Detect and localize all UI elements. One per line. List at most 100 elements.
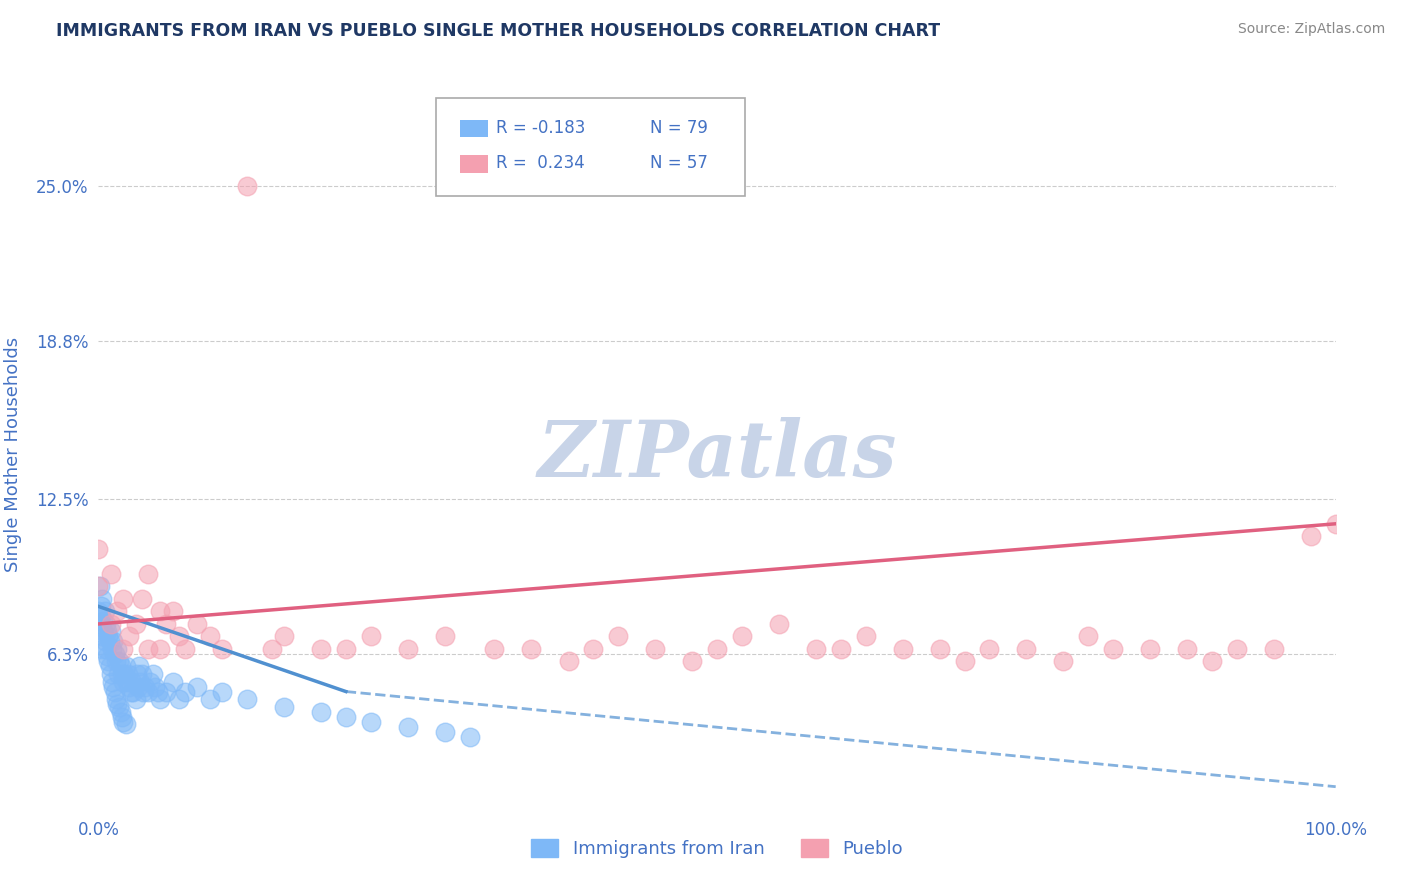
Point — [128, 659, 150, 673]
Point — [149, 692, 172, 706]
Point — [260, 642, 283, 657]
Point — [91, 630, 114, 644]
Point — [101, 642, 124, 657]
Point — [105, 604, 128, 618]
Point — [103, 647, 125, 661]
Point — [155, 684, 177, 698]
Point — [1077, 630, 1099, 644]
Point — [122, 684, 145, 698]
Point — [557, 655, 579, 669]
Point — [162, 604, 184, 618]
Point — [309, 642, 332, 657]
Point — [104, 692, 127, 706]
Point — [360, 630, 382, 644]
Point — [136, 642, 159, 657]
Point — [167, 630, 190, 644]
Point — [125, 667, 148, 681]
Point — [236, 692, 259, 706]
Point — [100, 624, 122, 639]
Point — [1175, 642, 1198, 657]
Point — [100, 616, 122, 631]
Point — [928, 642, 950, 657]
Point — [1226, 642, 1249, 657]
Point — [186, 680, 208, 694]
Point — [167, 692, 190, 706]
Point — [143, 680, 166, 694]
Point — [198, 692, 221, 706]
Point — [607, 630, 630, 644]
Point — [136, 684, 159, 698]
Point — [96, 624, 118, 639]
Point — [98, 634, 121, 648]
Point — [121, 674, 143, 689]
Point — [124, 616, 146, 631]
Point — [104, 655, 127, 669]
Point — [87, 579, 110, 593]
Point — [91, 591, 114, 606]
Point — [174, 684, 197, 698]
Text: ZIPatlas: ZIPatlas — [537, 417, 897, 493]
Point — [768, 616, 790, 631]
Point — [98, 659, 121, 673]
Point — [111, 709, 134, 723]
Point — [105, 642, 128, 657]
Point — [110, 705, 132, 719]
Point — [112, 674, 135, 689]
Point — [90, 599, 112, 614]
Point — [582, 642, 605, 657]
Point — [108, 699, 131, 714]
Point — [309, 705, 332, 719]
Point — [108, 655, 131, 669]
Point — [198, 630, 221, 644]
Point — [114, 659, 136, 673]
Point — [89, 579, 111, 593]
Point — [131, 667, 153, 681]
Point — [211, 684, 233, 698]
Point — [91, 642, 114, 657]
Point — [103, 634, 125, 648]
Point — [979, 642, 1001, 657]
Point — [94, 616, 117, 631]
Point — [186, 616, 208, 631]
Point — [131, 591, 153, 606]
Point — [97, 630, 120, 644]
Point — [90, 609, 112, 624]
Point — [87, 541, 110, 556]
Text: N = 57: N = 57 — [650, 154, 707, 172]
Point — [731, 630, 754, 644]
Point — [174, 642, 197, 657]
Point — [100, 566, 122, 581]
Point — [1052, 655, 1074, 669]
Point — [112, 714, 135, 729]
Point — [335, 709, 357, 723]
Text: Source: ZipAtlas.com: Source: ZipAtlas.com — [1237, 22, 1385, 37]
Point — [855, 630, 877, 644]
Point — [111, 667, 134, 681]
Point — [335, 642, 357, 657]
Point — [953, 655, 976, 669]
Point — [520, 642, 543, 657]
Point — [1263, 642, 1285, 657]
Point — [360, 714, 382, 729]
Point — [118, 680, 141, 694]
Point — [93, 624, 115, 639]
Point — [804, 642, 827, 657]
Point — [124, 692, 146, 706]
Point — [830, 642, 852, 657]
Point — [458, 730, 481, 744]
Point — [107, 667, 129, 681]
Point — [110, 659, 132, 673]
Point — [211, 642, 233, 657]
Point — [273, 699, 295, 714]
Point — [162, 674, 184, 689]
Point — [139, 674, 162, 689]
Text: R = -0.183: R = -0.183 — [496, 119, 586, 136]
Point — [273, 630, 295, 644]
Text: N = 79: N = 79 — [650, 119, 707, 136]
Point — [484, 642, 506, 657]
Point — [112, 591, 135, 606]
Point — [127, 680, 149, 694]
Point — [1324, 516, 1347, 531]
Point — [112, 667, 135, 681]
Y-axis label: Single Mother Households: Single Mother Households — [4, 337, 22, 573]
